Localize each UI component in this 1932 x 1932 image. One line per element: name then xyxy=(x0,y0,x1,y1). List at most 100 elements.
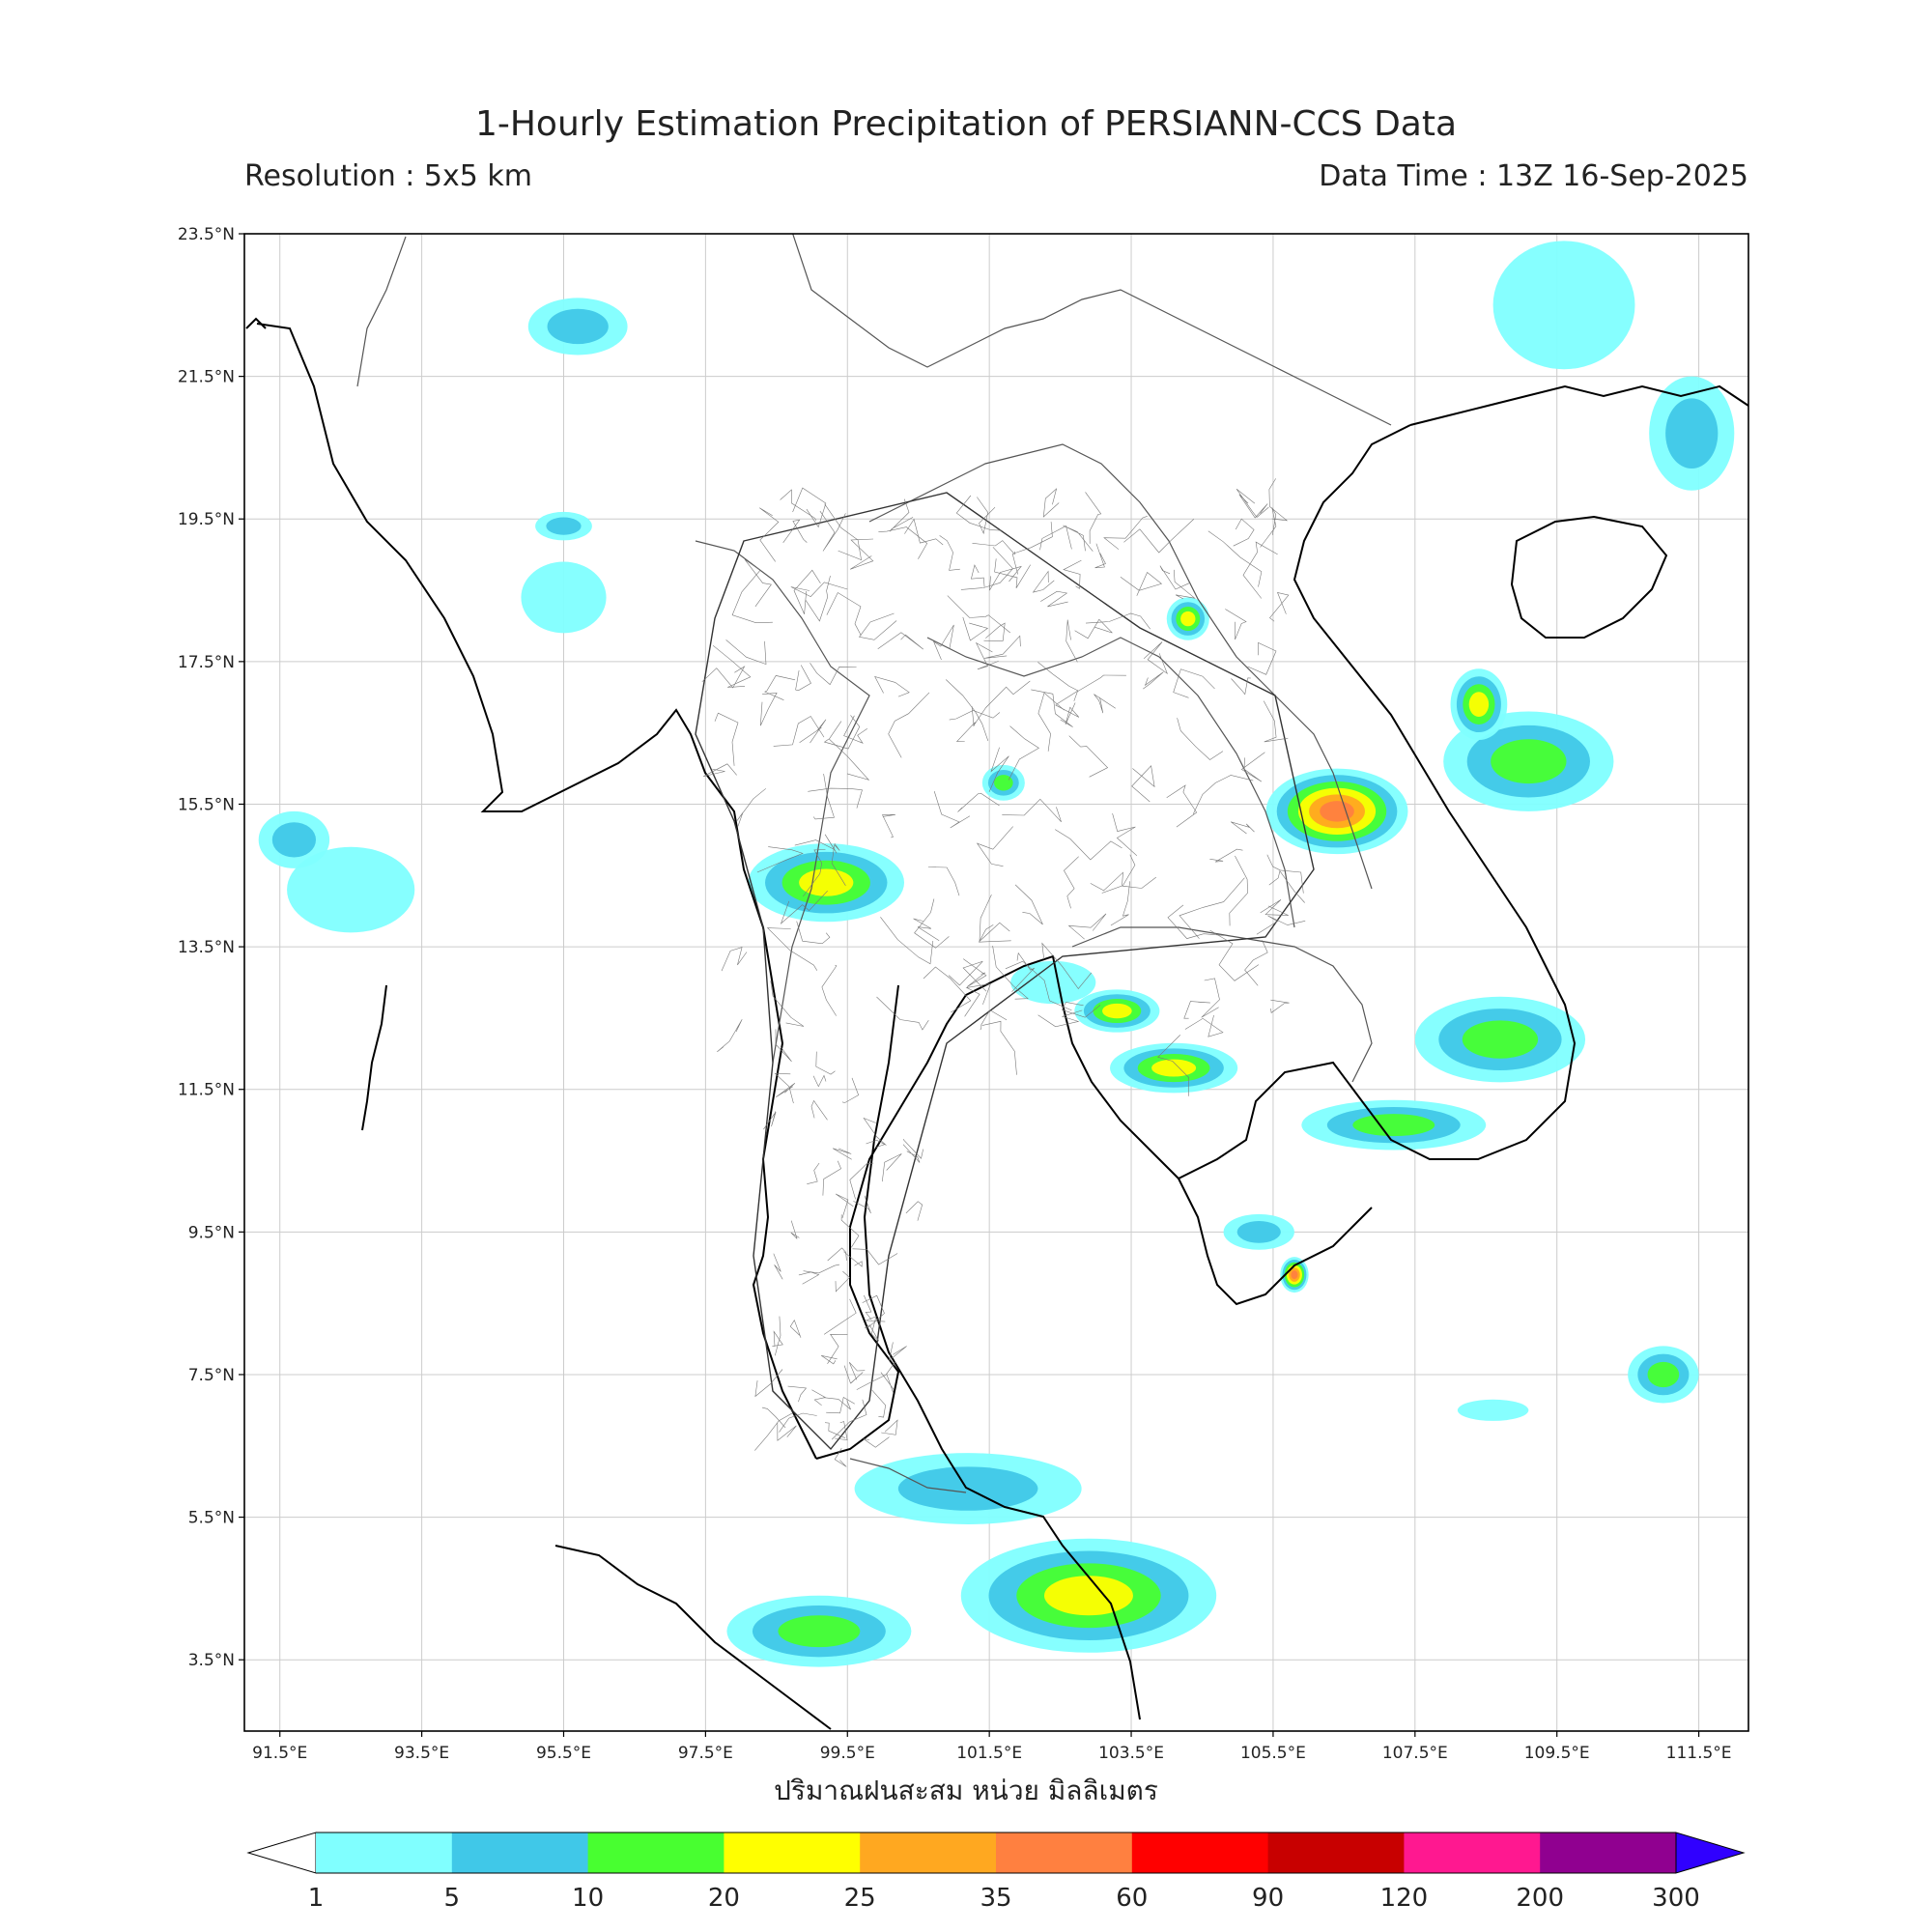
province-boundary xyxy=(792,487,827,528)
province-boundary xyxy=(1233,518,1255,547)
province-boundary xyxy=(853,1195,871,1214)
province-boundary xyxy=(754,1369,783,1398)
province-boundary xyxy=(1008,725,1039,781)
province-boundary xyxy=(1131,765,1155,803)
province-boundary xyxy=(975,641,999,670)
province-boundary xyxy=(1063,525,1094,552)
lat-tick-label: 17.5°N xyxy=(178,653,235,672)
lon-tick-label: 111.5°E xyxy=(1666,1744,1732,1763)
province-boundary xyxy=(1011,522,1053,575)
colorbar-unit-label: ปริมาณฝนสะสม หน่วย มิลลิเมตร xyxy=(774,1775,1158,1806)
rain-cell-level-2 xyxy=(778,1615,861,1648)
province-boundary xyxy=(856,1361,896,1390)
province-boundary xyxy=(1062,1002,1101,1018)
colorbar-level-label: 35 xyxy=(980,1884,1011,1913)
province-boundary xyxy=(1242,541,1278,599)
rain-cell-level-1 xyxy=(1665,398,1719,469)
coastline-china-south xyxy=(1409,384,1748,426)
province-boundary xyxy=(983,622,1006,641)
colorbar-segment xyxy=(860,1833,997,1873)
province-boundary xyxy=(1231,677,1251,696)
province-boundary xyxy=(1209,929,1260,981)
province-boundary xyxy=(759,507,780,562)
province-boundary xyxy=(835,1270,850,1293)
data-time-label: Data Time : 13Z 16-Sep-2025 xyxy=(1319,159,1748,193)
province-boundary xyxy=(1225,609,1247,640)
province-boundary xyxy=(1270,999,1290,1013)
province-boundary xyxy=(1031,689,1073,727)
province-boundary xyxy=(1229,855,1248,926)
province-boundary xyxy=(815,1051,836,1075)
province-boundary xyxy=(1068,735,1109,778)
province-boundary xyxy=(1192,775,1254,814)
chart-title: 1-Hourly Estimation Precipitation of PER… xyxy=(474,104,1458,144)
province-boundary xyxy=(760,692,778,726)
colorbar-level-label: 20 xyxy=(708,1884,740,1913)
rain-cell-level-1 xyxy=(1236,1220,1281,1243)
province-boundary xyxy=(863,1117,887,1146)
province-boundary xyxy=(775,1029,792,1063)
province-boundary xyxy=(1103,516,1148,550)
province-boundary xyxy=(834,1447,847,1467)
province-boundary xyxy=(823,1397,851,1410)
province-boundary xyxy=(721,947,748,972)
rain-cell-level-2 xyxy=(1647,1361,1680,1388)
coastlines xyxy=(245,317,1748,1730)
province-boundary xyxy=(812,1074,827,1088)
province-boundary xyxy=(796,921,831,945)
province-boundary xyxy=(1167,904,1225,939)
colorbar-segment xyxy=(1131,1833,1269,1873)
province-boundary xyxy=(881,1419,898,1435)
province-boundary xyxy=(949,710,1001,721)
colorbar-level-label: 25 xyxy=(844,1884,876,1913)
province-boundary xyxy=(832,1148,852,1160)
province-boundary xyxy=(862,1294,885,1330)
lat-tick-label: 21.5°N xyxy=(178,368,235,387)
rain-cell-level-3 xyxy=(1468,692,1490,717)
province-boundary xyxy=(1055,702,1080,725)
province-boundary xyxy=(858,612,897,640)
province-boundary xyxy=(1260,507,1277,548)
province-boundary xyxy=(777,1423,797,1441)
province-boundary xyxy=(864,1294,872,1321)
province-boundary xyxy=(1157,1035,1190,1096)
province-boundary xyxy=(1268,478,1289,522)
province-boundary xyxy=(843,1365,864,1384)
province-boundary xyxy=(1037,662,1079,705)
colorbar-level-label: 1 xyxy=(308,1884,325,1913)
province-boundary xyxy=(945,679,989,741)
province-boundary xyxy=(914,898,950,949)
colorbar-level-label: 90 xyxy=(1252,1884,1284,1913)
province-boundary xyxy=(779,1412,817,1433)
border-thailand-laos xyxy=(926,637,1295,928)
colorbar-level-label: 10 xyxy=(572,1884,604,1913)
province-boundary xyxy=(1240,752,1265,782)
province-boundary xyxy=(980,1009,1008,1031)
province-boundary xyxy=(939,535,960,571)
province-boundary xyxy=(782,519,808,543)
province-boundary xyxy=(1266,854,1304,894)
province-boundary xyxy=(1159,565,1191,590)
province-boundary xyxy=(932,624,954,661)
province-boundary xyxy=(904,518,944,546)
lat-tick-label: 11.5°N xyxy=(178,1081,235,1100)
province-boundary xyxy=(1037,692,1065,752)
colorbar-segment xyxy=(587,1833,724,1873)
province-boundary xyxy=(1269,591,1290,622)
province-boundary xyxy=(888,692,930,758)
province-boundary xyxy=(1085,492,1102,544)
province-boundary xyxy=(927,867,960,896)
province-boundary xyxy=(880,1372,895,1394)
colorbar-low-arrow xyxy=(246,1832,317,1874)
province-boundary xyxy=(1173,668,1215,698)
rain-cell-level-0 xyxy=(287,846,415,933)
province-boundary xyxy=(1065,619,1078,663)
province-boundary xyxy=(725,639,767,666)
rain-cell-level-1 xyxy=(271,822,317,858)
rain-cell-level-0 xyxy=(1492,241,1635,370)
province-boundary xyxy=(1183,1001,1210,1019)
province-boundary xyxy=(880,917,934,965)
province-boundary xyxy=(1179,877,1245,939)
province-boundary xyxy=(703,763,737,777)
